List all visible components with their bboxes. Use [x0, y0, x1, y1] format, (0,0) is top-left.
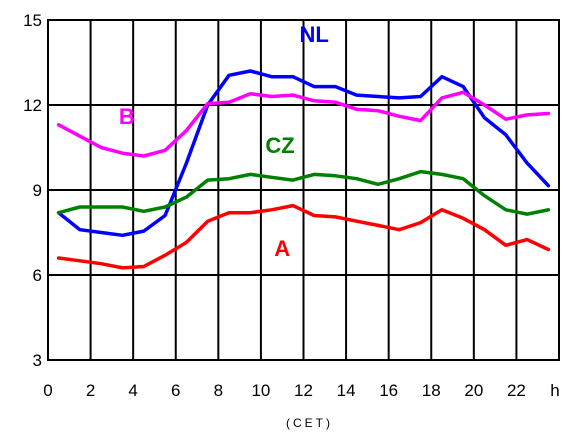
series-labels: NL B CZ A: [119, 22, 329, 261]
series-lines: [56, 69, 551, 270]
x-axis-tick-labels: 0 2 4 6 8 10 12 14 16 18 20 22: [43, 381, 526, 400]
y-tick-label: 6: [33, 266, 42, 285]
x-tick-label: 22: [507, 381, 526, 400]
series-line-a: [56, 203, 551, 270]
series-line-nl: [56, 69, 551, 238]
x-tick-label: 12: [294, 381, 313, 400]
y-tick-label: 9: [33, 181, 42, 200]
y-tick-label: 15: [23, 11, 42, 30]
series-label-b: B: [119, 104, 135, 129]
y-tick-label: 3: [33, 351, 42, 370]
grid-lines: [48, 20, 559, 360]
x-tick-label: 8: [214, 381, 223, 400]
x-tick-label: 16: [379, 381, 398, 400]
series-line-cz: [56, 169, 551, 216]
x-tick-label: 20: [464, 381, 483, 400]
x-tick-label: 14: [337, 381, 356, 400]
y-tick-label: 12: [23, 96, 42, 115]
series-label-nl: NL: [299, 22, 328, 47]
x-tick-label: 4: [128, 381, 137, 400]
y-axis-tick-labels: 3 6 9 12 15: [23, 11, 42, 370]
series-label-cz: CZ: [265, 133, 294, 158]
plot-frame: [47, 19, 560, 361]
x-tick-label: 0: [43, 381, 52, 400]
x-tick-label: 18: [422, 381, 441, 400]
x-tick-label: 6: [171, 381, 180, 400]
x-axis-label: (CET): [286, 416, 333, 430]
x-tick-label: 2: [86, 381, 95, 400]
x-tick-label: 10: [251, 381, 270, 400]
series-line-b: [56, 90, 551, 158]
series-label-a: A: [274, 236, 290, 261]
x-axis-unit: h: [550, 381, 559, 400]
